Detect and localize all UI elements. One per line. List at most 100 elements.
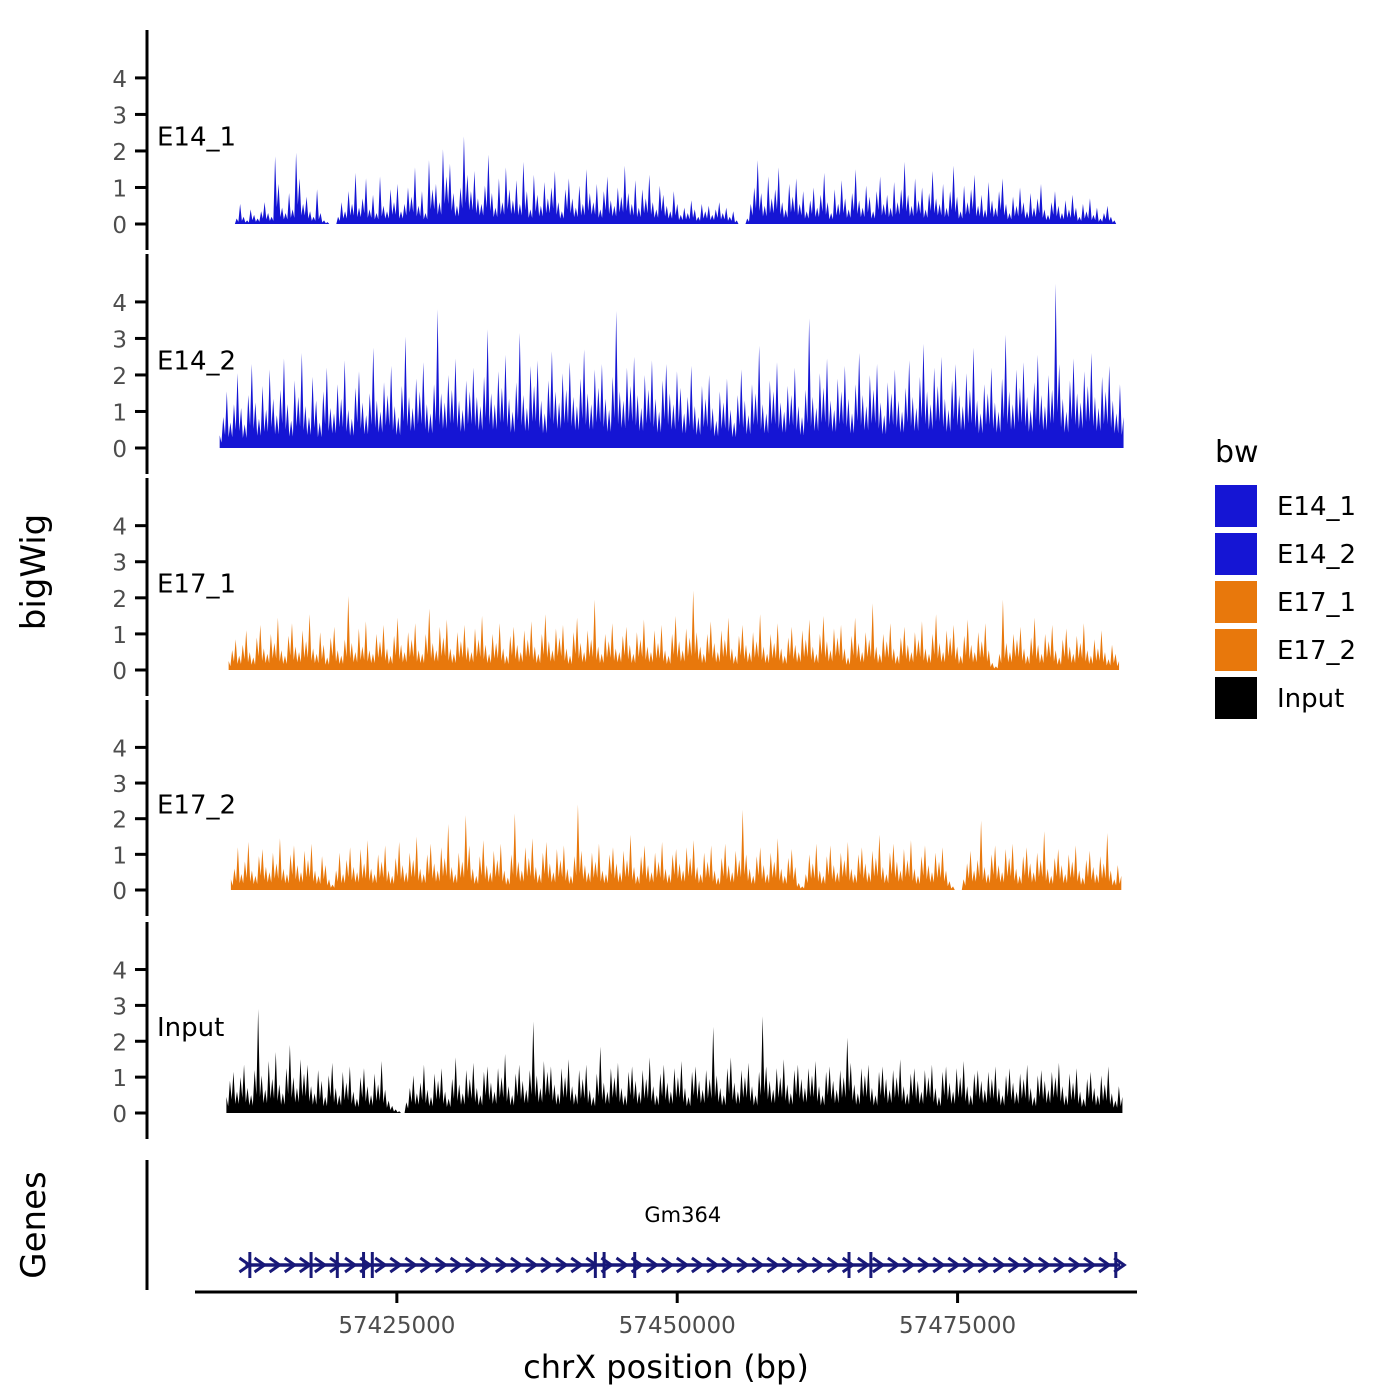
legend-label-e14_1: E14_1 [1277, 492, 1356, 522]
legend-swatch-e14_2[interactable] [1215, 533, 1257, 575]
track-label-e17_2: E17_2 [157, 790, 236, 820]
y-tick-label: 1 [112, 843, 127, 869]
gene-strand-arrow [479, 1256, 494, 1274]
y-tick-label: 3 [112, 994, 127, 1020]
gene-strand-arrow [977, 1256, 992, 1274]
gene-strand-arrow [525, 1256, 539, 1274]
gene-strand-arrow [751, 1256, 765, 1274]
gene-strand-arrow [660, 1256, 675, 1274]
legend-label-e14_2: E14_2 [1277, 540, 1356, 570]
signal-area-e17_1 [228, 590, 1120, 670]
y-tick-label: 2 [112, 587, 127, 613]
gene-strand-arrow [1037, 1256, 1052, 1274]
gene-strand-arrow [329, 1256, 343, 1274]
y-tick-label: 4 [112, 291, 127, 317]
gene-strand-arrow [872, 1256, 886, 1274]
y-tick-label: 4 [112, 515, 127, 541]
gene-strand-arrow [1083, 1256, 1097, 1274]
gene-strand-arrow [419, 1256, 434, 1274]
gene-strand-arrow [766, 1256, 780, 1274]
gene-strand-arrow [1098, 1256, 1112, 1274]
gene-strand-arrow [706, 1256, 720, 1274]
legend-label-e17_2: E17_2 [1277, 636, 1356, 666]
x-axis: 57425000 57450000 57475000 chrX position (b… [195, 1290, 1137, 1386]
y-tick-label: 4 [112, 67, 127, 93]
x-tick-label: 57425000 [338, 1313, 455, 1339]
gene-strand-arrow [253, 1256, 268, 1274]
track-panel-e17_2: 0 1 2 3 4 E17_2 [112, 700, 1122, 916]
track-panel-e17_1: 0 1 2 3 4 E17_1 [112, 478, 1120, 696]
gene-strand-arrow [570, 1256, 584, 1274]
y-tick-label: 0 [112, 437, 127, 463]
y-tick-label: 2 [112, 1030, 127, 1056]
gene-strand-arrow [811, 1256, 826, 1274]
gene-strand-arrow [675, 1256, 690, 1274]
y-tick-label: 4 [112, 736, 127, 762]
y-tick-label: 4 [112, 959, 127, 985]
legend-swatch-input[interactable] [1215, 677, 1257, 719]
gene-strand-arrow [314, 1256, 328, 1274]
gene-strand-arrow [555, 1256, 569, 1274]
y-tick-label: 3 [112, 103, 127, 129]
legend-swatch-e17_2[interactable] [1215, 629, 1257, 671]
signal-area-e17_2 [230, 804, 1122, 890]
strip-labels: bigWig Genes [14, 514, 54, 1279]
gene-strand-arrow [449, 1256, 464, 1274]
track-label-e14_1: E14_1 [157, 122, 236, 152]
track-panel-input: 0 1 2 3 4 Input [112, 922, 1123, 1139]
gene-strand-arrow [887, 1256, 901, 1274]
gene-strand-arrow [1022, 1256, 1037, 1274]
signal-area-e14_1 [233, 136, 1118, 224]
legend-swatch-e14_1[interactable] [1215, 485, 1257, 527]
gene-strand-arrow [962, 1256, 976, 1274]
gene-strand-arrow [917, 1256, 931, 1274]
y-tick-label: 3 [112, 551, 127, 577]
gene-strand-arrow [404, 1256, 418, 1274]
gene-strand-arrow [992, 1256, 1007, 1274]
gene-strand-arrow [826, 1256, 841, 1274]
signal-area-e14_2 [219, 283, 1124, 448]
y-tick-label: 2 [112, 140, 127, 166]
gene-strand-arrow [1113, 1256, 1127, 1274]
y-tick-label: 2 [112, 808, 127, 834]
gene-name-label: Gm364 [644, 1203, 721, 1227]
gene-strand-arrow [434, 1256, 449, 1274]
gene-strand-arrow [781, 1256, 796, 1274]
track-label-e14_2: E14_2 [157, 346, 236, 376]
y-tick-label: 0 [112, 659, 127, 685]
y-tick-label: 1 [112, 400, 127, 426]
y-tick-label: 0 [112, 213, 127, 239]
gene-strand-arrow [796, 1256, 811, 1274]
gene-strand-arrow [691, 1256, 705, 1274]
y-tick-label: 1 [112, 1066, 127, 1092]
legend-title: bw [1215, 435, 1259, 470]
strip-label-genes: Genes [14, 1171, 54, 1278]
gene-strand-arrow [932, 1256, 946, 1274]
gene-strand-arrow [736, 1256, 750, 1274]
gene-strand-arrow [947, 1256, 961, 1274]
signal-area-input [226, 1008, 1123, 1113]
gene-strand-arrow [902, 1256, 916, 1274]
gene-strand-arrow [283, 1256, 298, 1274]
y-tick-label: 0 [112, 1102, 127, 1128]
track-panel-e14_1: 0 1 2 3 4 E14_1 [112, 30, 1118, 250]
gene-strand-arrow [615, 1256, 630, 1274]
gene-strand-arrow [540, 1256, 554, 1274]
gene-strand-arrow [841, 1256, 856, 1274]
gene-strand-arrow [374, 1256, 388, 1274]
gene-strand-arrow [238, 1256, 253, 1274]
gene-strand-arrow [856, 1256, 871, 1274]
gene-strand-arrow [494, 1256, 509, 1274]
legend: bw E14_1 E14_2 E17_1 E17_2 Input [1215, 435, 1356, 719]
gene-strand-arrow [645, 1256, 660, 1274]
gene-strand-arrow [1052, 1256, 1067, 1274]
x-tick-label: 57450000 [619, 1313, 736, 1339]
y-tick-label: 3 [112, 772, 127, 798]
gene-strand-arrow [344, 1256, 358, 1274]
legend-swatch-e17_1[interactable] [1215, 581, 1257, 623]
genes-panel: Gm364 [145, 1160, 1127, 1290]
x-tick-label: 57475000 [899, 1313, 1016, 1339]
gene-strand-arrow [1007, 1256, 1022, 1274]
